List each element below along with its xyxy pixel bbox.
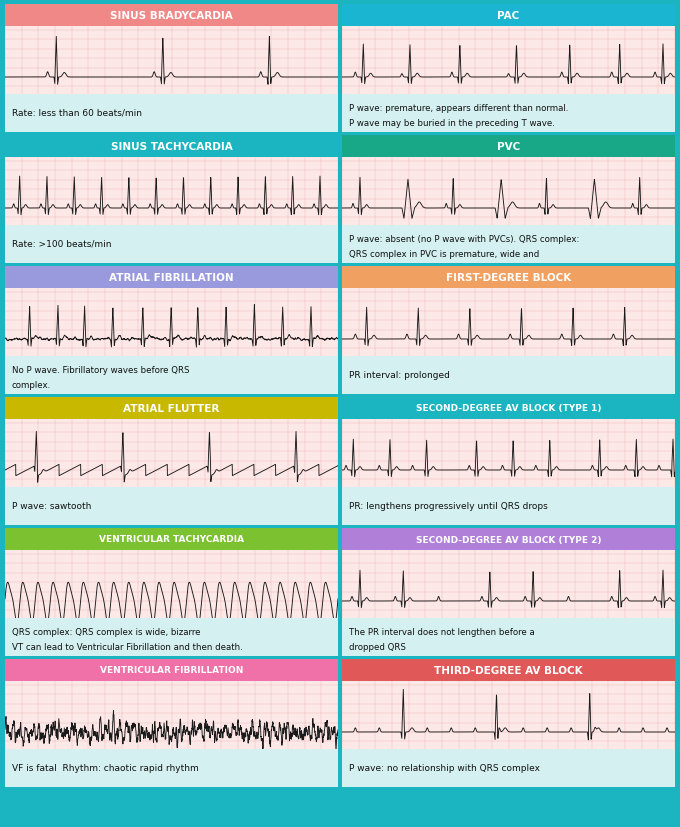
Text: Rate: >100 beats/min: Rate: >100 beats/min [12, 240, 111, 248]
Text: PVC: PVC [497, 141, 520, 152]
Text: SECOND-DEGREE AV BLOCK (TYPE 2): SECOND-DEGREE AV BLOCK (TYPE 2) [415, 535, 601, 544]
Text: P wave: premature, appears different than normal.: P wave: premature, appears different tha… [349, 104, 568, 113]
Text: QRS complex: QRS complex is wide, bizarre: QRS complex: QRS complex is wide, bizarr… [12, 628, 200, 636]
Text: No P wave. Fibrillatory waves before QRS: No P wave. Fibrillatory waves before QRS [12, 366, 189, 375]
Text: VENTRICULAR TACHYCARDIA: VENTRICULAR TACHYCARDIA [99, 535, 244, 544]
Text: P wave: no relationship with QRS complex: P wave: no relationship with QRS complex [349, 762, 540, 772]
Text: The PR interval does not lengthen before a: The PR interval does not lengthen before… [349, 628, 534, 636]
Text: P wave may be buried in the preceding T wave.: P wave may be buried in the preceding T … [349, 119, 554, 128]
Text: PR interval: prolonged: PR interval: prolonged [349, 370, 449, 380]
Text: Rate: less than 60 beats/min: Rate: less than 60 beats/min [12, 108, 141, 117]
Text: QRS complex in PVC is premature, wide and: QRS complex in PVC is premature, wide an… [349, 250, 539, 259]
Text: VF is fatal  Rhythm: chaotic rapid rhythm: VF is fatal Rhythm: chaotic rapid rhythm [12, 762, 199, 772]
Text: dropped QRS: dropped QRS [349, 643, 405, 652]
Text: SINUS BRADYCARDIA: SINUS BRADYCARDIA [110, 11, 233, 21]
Text: ATRIAL FLUTTER: ATRIAL FLUTTER [123, 404, 220, 414]
Text: complex.: complex. [12, 381, 51, 390]
Text: SINUS TACHYCARDIA: SINUS TACHYCARDIA [111, 141, 233, 152]
Text: ATRIAL FIBRILLATION: ATRIAL FIBRILLATION [109, 273, 234, 283]
Text: VENTRICULAR FIBRILLATION: VENTRICULAR FIBRILLATION [100, 666, 243, 675]
Text: VT can lead to Ventricular Fibrillation and then death.: VT can lead to Ventricular Fibrillation … [12, 643, 242, 652]
Text: P wave: sawtooth: P wave: sawtooth [12, 501, 91, 510]
Text: THIRD-DEGREE AV BLOCK: THIRD-DEGREE AV BLOCK [435, 665, 583, 675]
Text: PR: lengthens progressively until QRS drops: PR: lengthens progressively until QRS dr… [349, 501, 547, 510]
Text: PAC: PAC [497, 11, 520, 21]
Text: FIRST-DEGREE BLOCK: FIRST-DEGREE BLOCK [446, 273, 571, 283]
Text: P wave: absent (no P wave with PVCs). QRS complex:: P wave: absent (no P wave with PVCs). QR… [349, 235, 579, 244]
Text: SECOND-DEGREE AV BLOCK (TYPE 1): SECOND-DEGREE AV BLOCK (TYPE 1) [415, 404, 601, 413]
